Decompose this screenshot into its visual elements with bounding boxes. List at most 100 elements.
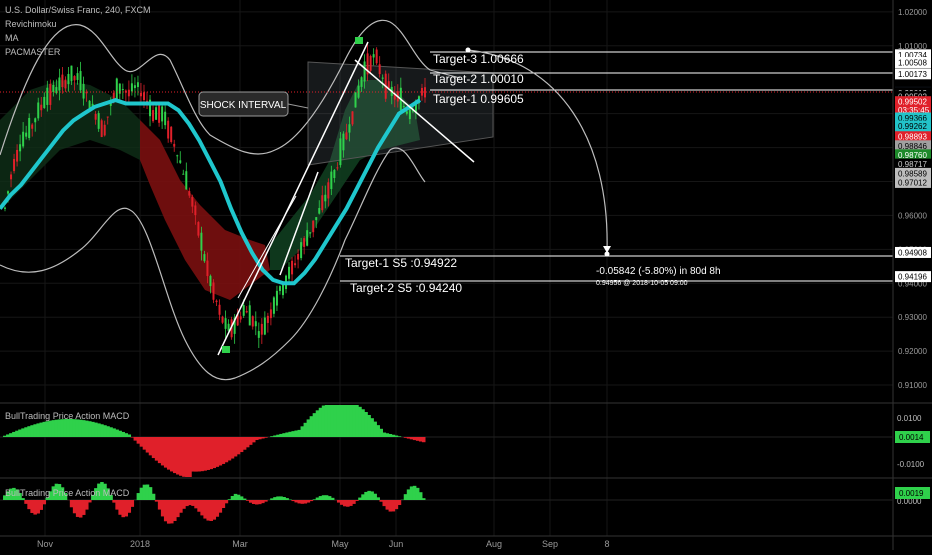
macd-bar <box>282 433 286 437</box>
macd1-pane <box>0 399 893 478</box>
candle-body <box>107 117 109 118</box>
macd-bar <box>343 500 347 506</box>
macd-bar <box>70 419 74 437</box>
macd-bar <box>352 500 356 504</box>
candle-body <box>424 87 426 97</box>
macd-bar <box>264 437 268 438</box>
candle-body <box>240 316 242 319</box>
indicator-pacmaster[interactable]: PACMASTER <box>5 47 61 57</box>
macd-bar <box>3 436 7 437</box>
macd-bar <box>170 437 174 471</box>
macd-bar <box>39 500 43 510</box>
macd-bar <box>307 500 311 503</box>
indicator-revichimoku[interactable]: Revichimoku <box>5 19 57 29</box>
macd-bar <box>182 437 186 477</box>
macd-bar <box>343 400 347 437</box>
macd-bar <box>301 500 305 504</box>
macd-bar <box>340 500 344 505</box>
macd-bar <box>9 433 13 437</box>
macd-bar <box>395 500 399 509</box>
macd-bar <box>349 401 353 437</box>
macd-bar <box>358 407 362 437</box>
candle-body <box>176 155 178 156</box>
macd-bar <box>395 436 399 437</box>
macd-bar <box>404 437 408 438</box>
macd-bar <box>191 500 195 506</box>
candle-body <box>255 321 257 326</box>
candle-body <box>370 56 372 71</box>
macd-bar <box>225 500 229 503</box>
macd-bar <box>322 495 326 500</box>
candle-body <box>388 81 390 88</box>
macd-bar <box>240 496 244 500</box>
price-tag: 0.97012 <box>898 178 927 187</box>
macd-bar <box>131 500 135 507</box>
macd-bar <box>249 437 253 445</box>
macd-bar <box>310 500 314 501</box>
macd-bar <box>276 496 280 500</box>
shock-interval-pointer <box>288 104 308 108</box>
macd-bar <box>209 437 213 469</box>
candle-body <box>95 114 97 120</box>
macd-bar <box>319 496 323 500</box>
macd-bar <box>124 500 128 516</box>
candle-body <box>312 221 314 233</box>
price-tag: 1.00508 <box>898 58 927 67</box>
candle-body <box>173 144 175 147</box>
macd-bar <box>258 437 262 439</box>
candle-body <box>116 78 118 100</box>
candle-body <box>61 75 63 87</box>
candle-body <box>291 261 293 275</box>
macd-bar <box>316 410 320 437</box>
macd-bar <box>206 500 210 521</box>
candle-body <box>243 305 245 316</box>
time-tick: 2018 <box>130 539 150 549</box>
candle-body <box>191 197 193 207</box>
macd-bar <box>279 496 283 500</box>
candle-body <box>101 120 103 137</box>
macd2-title[interactable]: BullTrading Price Action MACD <box>5 488 130 498</box>
candle-body <box>421 88 423 96</box>
macd-bar <box>100 424 104 437</box>
macd-bar <box>152 494 156 500</box>
macd-bar <box>288 432 292 437</box>
price-axis[interactable]: 1.020001.010000.990000.980000.970000.960… <box>895 8 931 390</box>
candle-body <box>122 89 124 90</box>
macd-bar <box>146 437 150 453</box>
candle-body <box>321 195 323 210</box>
macd-bar <box>291 431 295 437</box>
candle-body <box>225 318 227 329</box>
macd-bar <box>82 500 86 515</box>
macd1-title[interactable]: BullTrading Price Action MACD <box>5 411 130 421</box>
macd-bar <box>61 419 65 437</box>
candle-body <box>58 78 60 91</box>
macd-bar <box>124 433 128 437</box>
candle-body <box>49 84 51 105</box>
candle-body <box>28 118 30 138</box>
macd-bar <box>228 437 232 460</box>
macd-bar <box>200 437 204 471</box>
candle-body <box>379 64 381 74</box>
macd-bar <box>79 500 83 518</box>
price-tag: 0.98717 <box>898 160 927 169</box>
macd-bar <box>140 488 144 500</box>
macd-bar <box>364 412 368 437</box>
candle-body <box>25 133 27 137</box>
candle-body <box>43 97 45 108</box>
candle-body <box>409 109 411 119</box>
macd-bar <box>398 436 402 437</box>
candle-body <box>342 134 344 151</box>
macd-bar <box>422 437 426 442</box>
target1-label: Target-1 0.99605 <box>433 92 524 106</box>
macd-bar <box>279 434 283 437</box>
macd-bar <box>137 493 141 500</box>
macd-bar <box>361 494 365 500</box>
macd-bar <box>170 500 174 523</box>
macd-bar <box>203 437 207 471</box>
macd-bar <box>131 437 135 438</box>
candle-body <box>194 205 196 215</box>
indicator-ma[interactable]: MA <box>5 33 19 43</box>
macd-bar <box>225 437 229 462</box>
